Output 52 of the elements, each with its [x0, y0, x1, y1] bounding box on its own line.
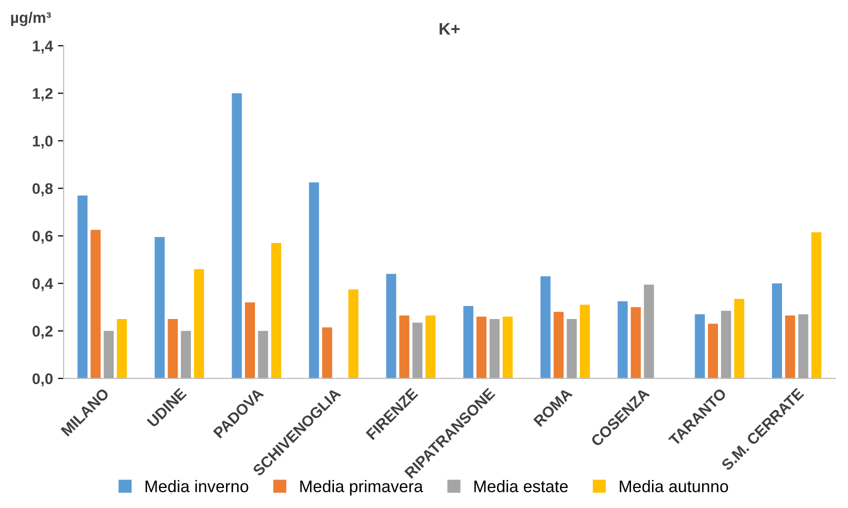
bar: [154, 237, 165, 378]
bar: [386, 274, 396, 378]
bar: [476, 316, 486, 378]
legend-label: Media primavera: [300, 480, 424, 496]
y-tick-label: 0,2: [32, 326, 53, 339]
bar: [644, 284, 654, 378]
bar: [244, 302, 255, 378]
legend-label: Media estate: [474, 480, 568, 492]
bar: [618, 301, 628, 378]
bar: [811, 232, 822, 378]
bar: [785, 315, 796, 378]
bar: [258, 330, 268, 378]
y-tick-label: 1,0: [32, 136, 53, 149]
y-tick-label: 0,6: [32, 230, 53, 244]
bar: [540, 276, 551, 378]
bar: [772, 283, 782, 378]
bar: [90, 230, 101, 378]
bar: [104, 330, 114, 378]
bar: [180, 330, 191, 378]
bar: [77, 195, 88, 378]
bar: [322, 327, 332, 378]
bar: [232, 93, 242, 378]
bar: [308, 182, 320, 378]
bar: [554, 312, 564, 378]
bar: [271, 242, 282, 378]
bar: [116, 319, 127, 378]
bar: [168, 319, 178, 378]
bar: [566, 319, 577, 378]
legend-label: Media autunno: [620, 480, 728, 492]
bar: [630, 307, 641, 378]
bar: [580, 304, 590, 378]
bar: [798, 314, 808, 378]
y-tick-label: 0,8: [32, 183, 53, 196]
y-tick-label: 0,0: [32, 373, 53, 386]
y-axis-title: µg/m³: [11, 12, 51, 26]
bar: [502, 316, 513, 378]
bar: [490, 319, 500, 378]
bar: [399, 315, 410, 378]
y-tick-label: 0,4: [32, 278, 54, 292]
bar: [194, 269, 204, 378]
y-tick-label: 1,2: [32, 88, 53, 102]
bar: [426, 315, 436, 378]
bar: [721, 310, 732, 378]
chart-title: K+: [440, 23, 460, 35]
bar: [348, 289, 358, 378]
bar: [708, 324, 718, 378]
bar: [463, 306, 474, 378]
bar: [694, 314, 705, 378]
bar: [412, 322, 422, 378]
bar: [734, 298, 744, 378]
y-tick-label: 1,4: [32, 40, 54, 54]
legend-label: Media inverno: [146, 480, 248, 492]
